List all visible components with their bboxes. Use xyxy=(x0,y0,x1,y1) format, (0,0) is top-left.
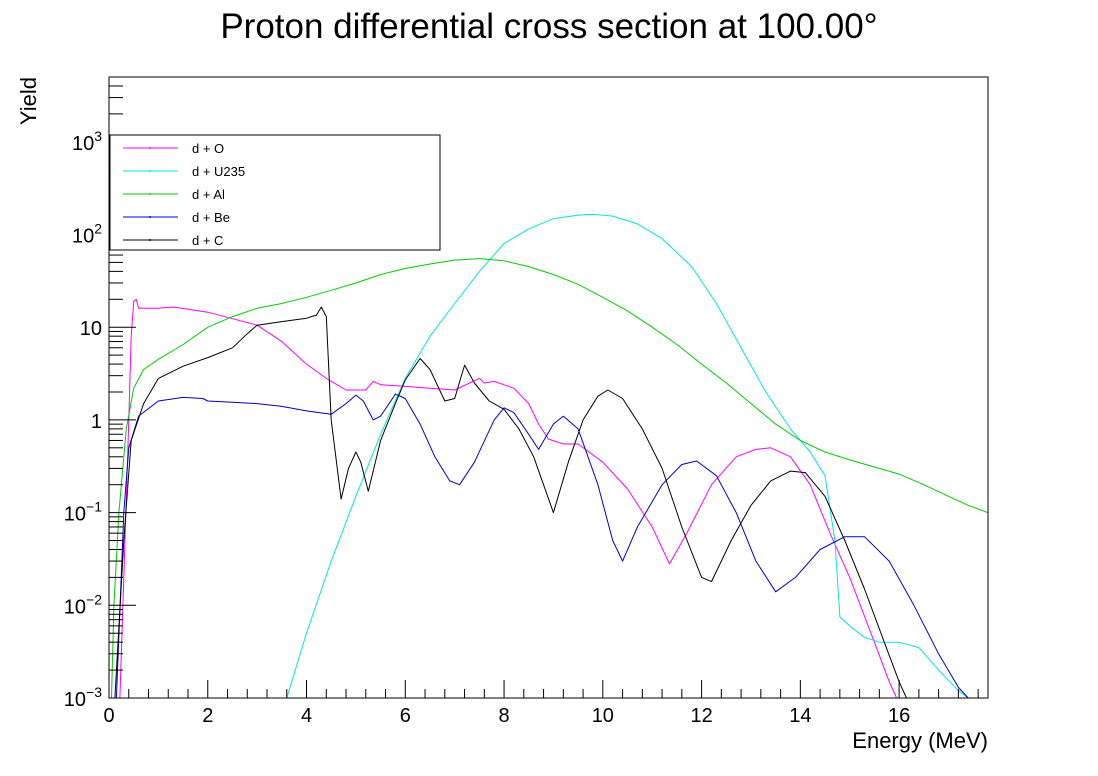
chart-title: Proton differential cross section at 100… xyxy=(220,7,877,46)
series-line-d-o xyxy=(119,298,898,698)
legend-box xyxy=(109,134,441,251)
x-axis-title: Energy (MeV) xyxy=(852,728,988,753)
legend-marker-d-o xyxy=(149,147,151,149)
legend: d + O d + U235 d + Al d + Be d + C xyxy=(109,134,441,251)
series-line-d-c xyxy=(114,306,907,698)
y-tick-label: 10−2 xyxy=(64,591,102,618)
x-tick-label: 8 xyxy=(498,705,509,727)
y-tick-label: 102 xyxy=(72,220,102,247)
legend-marker-d-be xyxy=(149,216,151,218)
legend-marker-d-u235 xyxy=(149,170,151,172)
series-layer xyxy=(111,213,988,698)
x-tick-label: 10 xyxy=(592,705,614,727)
x-tick-label: 6 xyxy=(400,705,411,727)
x-tick-label: 12 xyxy=(690,705,712,727)
series-line-d-be xyxy=(115,393,969,698)
series-line-d-u235 xyxy=(286,213,969,698)
legend-label-d-be: d + Be xyxy=(192,210,230,225)
x-tick-label: 14 xyxy=(789,705,811,727)
series-line-d-al xyxy=(111,258,988,698)
y-axis: 10−3 10−2 10−1 1 10 102 103 xyxy=(64,76,136,711)
y-tick-label: 10 xyxy=(80,318,102,340)
legend-marker-d-c xyxy=(149,239,151,241)
x-tick-label: 2 xyxy=(202,705,213,727)
x-axis: 0 2 4 6 8 10 12 14 16 xyxy=(103,680,979,727)
legend-marker-d-al xyxy=(149,193,151,195)
x-tick-label: 4 xyxy=(301,705,312,727)
x-tick-label: 16 xyxy=(888,705,910,727)
legend-label-d-o: d + O xyxy=(192,141,224,156)
x-tick-label: 0 xyxy=(103,705,114,727)
y-tick-label: 10−3 xyxy=(64,684,102,711)
legend-label-d-al: d + Al xyxy=(192,187,225,202)
legend-label-d-u235: d + U235 xyxy=(192,164,245,179)
plot-frame xyxy=(108,76,989,699)
y-tick-label: 10−1 xyxy=(64,499,102,526)
y-axis-title: Yield xyxy=(16,77,41,125)
y-tick-label: 1 xyxy=(91,411,102,433)
legend-label-d-c: d + C xyxy=(192,233,223,248)
y-tick-label: 103 xyxy=(72,128,102,155)
